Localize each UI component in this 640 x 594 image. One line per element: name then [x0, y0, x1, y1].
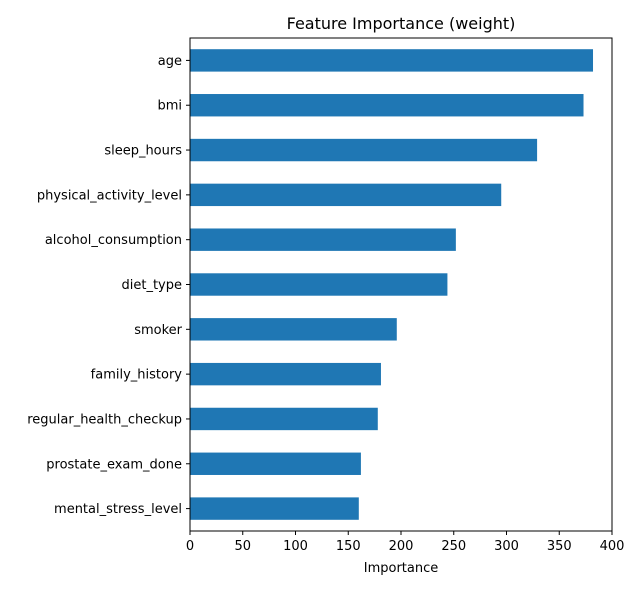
y-tick-label: prostate_exam_done — [46, 457, 182, 472]
bar-family-history — [190, 362, 381, 386]
y-tick-label: bmi — [157, 99, 182, 114]
x-tick-label: 250 — [441, 539, 466, 554]
x-tick-label: 400 — [600, 539, 625, 554]
x-tick-label: 50 — [234, 539, 251, 554]
x-axis: 0 50 100 150 200 250 300 350 400 — [186, 531, 625, 554]
chart-title: Feature Importance (weight) — [287, 14, 516, 33]
bar-prostate-exam-done — [190, 452, 361, 475]
bar-diet-type — [190, 273, 448, 296]
bar-age — [190, 49, 594, 72]
y-tick-label: age — [158, 54, 182, 69]
x-tick-label: 350 — [547, 539, 572, 554]
y-tick-label: sleep_hours — [104, 144, 182, 159]
bar-mental-stress-level — [190, 497, 359, 520]
y-axis: age bmi sleep_hours physical_activity_level… — [27, 54, 190, 517]
bars-group — [190, 49, 594, 520]
y-tick-label: mental_stress_level — [54, 502, 182, 517]
y-tick-label: physical_activity_level — [37, 188, 182, 203]
bar-physical-activity-level — [190, 183, 502, 207]
bar-smoker — [190, 318, 397, 341]
x-tick-label: 0 — [186, 539, 194, 554]
x-tick-label: 200 — [389, 539, 414, 554]
y-tick-label: smoker — [134, 323, 182, 338]
x-axis-label: Importance — [364, 561, 439, 576]
x-tick-label: 150 — [336, 539, 361, 554]
bar-sleep-hours — [190, 138, 538, 162]
bar-bmi — [190, 94, 584, 117]
y-tick-label: alcohol_consumption — [45, 233, 182, 248]
x-tick-label: 100 — [283, 539, 308, 554]
y-tick-label: family_history — [91, 368, 183, 383]
y-tick-label: regular_health_checkup — [27, 412, 182, 427]
bar-regular-health-checkup — [190, 407, 378, 431]
x-tick-label: 300 — [494, 539, 519, 554]
bar-alcohol-consumption — [190, 228, 456, 251]
y-tick-label: diet_type — [122, 278, 183, 293]
